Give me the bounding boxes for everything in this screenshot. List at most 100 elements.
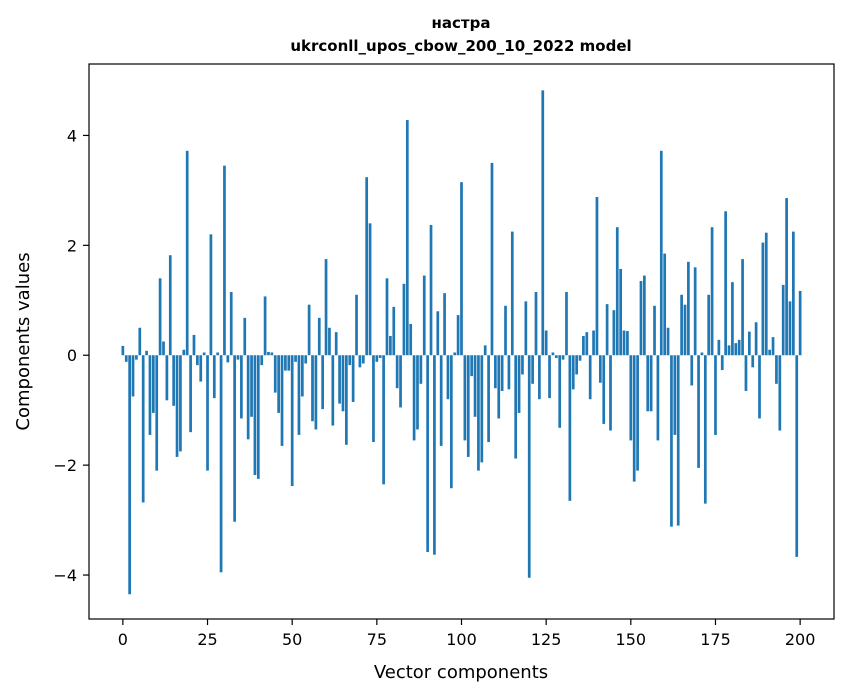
bar — [192, 334, 196, 356]
bar — [544, 330, 548, 356]
bar — [385, 278, 389, 356]
bar — [141, 355, 145, 503]
bar — [595, 196, 599, 356]
y-tick-label: 4 — [67, 126, 77, 145]
bar — [592, 330, 595, 356]
bar — [700, 352, 704, 356]
bar — [697, 355, 700, 468]
bar — [724, 211, 727, 356]
bar — [670, 355, 673, 527]
bar — [304, 355, 308, 364]
y-tick-label: −2 — [53, 456, 77, 475]
bar — [568, 355, 572, 501]
bar — [151, 355, 155, 413]
bar — [466, 355, 470, 457]
bar — [270, 352, 274, 356]
y-tick-label: 2 — [67, 236, 77, 255]
x-axis-label: Vector components — [374, 662, 548, 683]
bar — [243, 317, 247, 356]
bar — [219, 355, 223, 573]
bar — [382, 355, 385, 485]
bar — [399, 355, 402, 408]
bar — [656, 355, 660, 441]
bar — [734, 343, 738, 356]
bar — [443, 293, 446, 356]
bar — [307, 304, 311, 356]
x-tick-label: 150 — [616, 630, 647, 649]
bar — [497, 355, 501, 419]
bar — [487, 355, 490, 443]
bar — [629, 355, 633, 441]
bar — [744, 355, 748, 391]
y-tick-label: 0 — [67, 346, 77, 365]
bar — [321, 355, 325, 410]
bar — [223, 165, 226, 356]
bar — [470, 355, 474, 377]
bar — [439, 355, 443, 446]
bar — [582, 336, 585, 356]
bar — [172, 355, 176, 406]
bar — [290, 355, 294, 487]
bar — [717, 339, 721, 356]
bar — [185, 150, 189, 356]
bar — [277, 355, 280, 413]
bar — [392, 306, 396, 356]
bar — [331, 355, 335, 426]
bar — [761, 242, 765, 356]
bar — [575, 355, 578, 375]
bar — [189, 355, 192, 433]
bar — [612, 310, 616, 356]
bar — [209, 234, 213, 356]
bar — [605, 304, 609, 356]
bar — [409, 323, 413, 356]
bar — [206, 355, 209, 471]
x-tick-label: 100 — [446, 630, 477, 649]
bar — [548, 355, 551, 399]
bar — [389, 336, 392, 356]
bar — [182, 349, 186, 356]
bar — [250, 355, 253, 417]
bar — [615, 227, 619, 356]
bar — [714, 355, 717, 435]
bar — [666, 327, 670, 356]
bar — [375, 355, 379, 362]
bar — [490, 162, 494, 356]
chart-title: настра — [432, 14, 491, 32]
bar — [168, 255, 172, 356]
x-tick-label: 0 — [118, 630, 128, 649]
bar — [517, 355, 521, 413]
bar — [233, 355, 236, 522]
bar — [131, 355, 135, 397]
bar — [703, 355, 707, 504]
bar — [358, 355, 362, 368]
bar — [747, 331, 751, 356]
bar — [693, 267, 697, 356]
bar — [602, 355, 606, 424]
bar — [328, 327, 331, 356]
bar — [165, 355, 169, 401]
bar — [771, 337, 775, 356]
bar — [639, 281, 643, 356]
bar — [324, 259, 328, 356]
bar — [240, 355, 243, 419]
bar — [646, 355, 650, 412]
bar — [138, 327, 142, 356]
x-tick-label: 75 — [367, 630, 387, 649]
bar — [314, 355, 318, 430]
bar — [683, 304, 687, 356]
bar — [372, 355, 375, 443]
bar — [507, 355, 511, 390]
bar — [510, 231, 514, 356]
bar — [565, 292, 568, 356]
bar — [653, 305, 656, 356]
y-axis-label: Components values — [13, 252, 34, 430]
bar — [267, 351, 270, 356]
bar — [212, 355, 216, 399]
bar — [179, 355, 182, 452]
bar — [348, 355, 352, 366]
bar — [531, 355, 534, 384]
bar — [710, 227, 714, 356]
bar — [534, 292, 538, 356]
bar — [378, 355, 382, 358]
